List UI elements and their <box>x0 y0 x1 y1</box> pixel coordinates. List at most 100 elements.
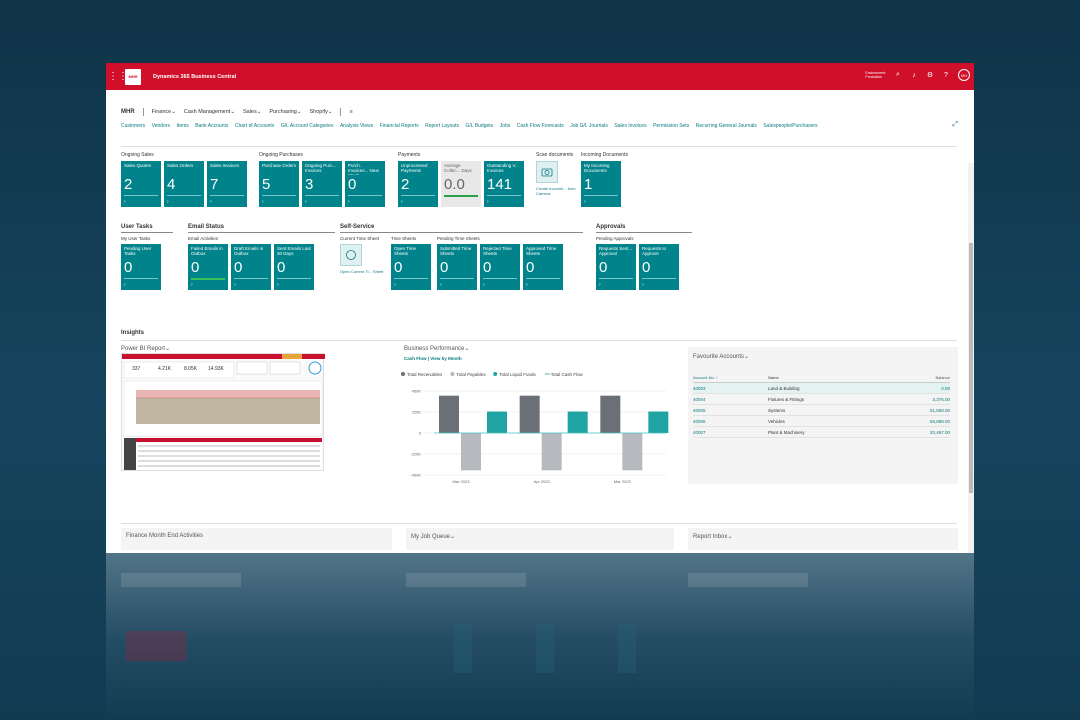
search-icon[interactable]: ⌕ <box>896 71 900 78</box>
tile-requests-to-approve[interactable]: Requests to Approve 0 › <box>639 244 679 290</box>
bar-liquid-funds <box>648 411 669 433</box>
legend-swatch <box>493 372 498 376</box>
hamburger-icon[interactable]: ≡ <box>349 109 353 115</box>
camera-button[interactable] <box>536 161 558 183</box>
account-no[interactable]: 40006 <box>693 418 706 424</box>
nav-link[interactable]: G/L Budgets <box>465 123 494 129</box>
tile-sent-emails[interactable]: Sent Emails Last 30 Days 0 › <box>274 244 314 290</box>
tile-sales-quotes[interactable]: Sales Quotes 2 › <box>121 161 161 207</box>
waffle-icon[interactable]: ⋮⋮ <box>108 71 128 82</box>
nav-link[interactable]: Vendors <box>151 123 171 129</box>
table-row[interactable]: 40003 Land & Building 0.00 <box>693 383 950 394</box>
nav-link[interactable]: Financial Reports <box>379 123 419 129</box>
table-row[interactable]: 40004 Fixtures & Fittings 3,375.00 <box>693 394 950 405</box>
account-balance[interactable]: 20,467.00 <box>929 429 950 435</box>
create-incoming-from-camera-link[interactable]: Create Incomin... from Camera <box>536 186 576 196</box>
nav-link[interactable]: Report Layouts <box>425 123 460 129</box>
bell-icon[interactable]: ♪ <box>912 71 916 79</box>
nav-link[interactable]: Customers <box>121 123 146 129</box>
favourite-accounts-title[interactable]: Favourite Accounts⌄ <box>693 354 750 360</box>
y-tick-label: 0 <box>419 431 422 436</box>
business-performance-title[interactable]: Business Performance⌄ <box>404 346 470 352</box>
tile-average-collection-days[interactable]: Average Collec... Days 0.0 <box>441 161 481 207</box>
col-balance[interactable]: Balance <box>935 375 950 380</box>
tile-pending-user-tasks[interactable]: Pending User Tasks 0 › <box>121 244 161 290</box>
menu-finance[interactable]: Finance⌄ <box>151 109 176 115</box>
tile-submitted-time-sheets[interactable]: Submitted Time Sheets 0 › <box>437 244 477 290</box>
bar-receivables <box>519 395 540 433</box>
tile-failed-emails[interactable]: Failed Emails in Outbox 0 › <box>188 244 228 290</box>
tile-outstanding-vendor-invoices[interactable]: Outstanding V... Invoices 141 › <box>484 161 524 207</box>
group-ongoing-sales: Ongoing Sales Sales Quotes 2 › Sales Order… <box>121 152 247 207</box>
menu-shopify[interactable]: Shopify⌄ <box>309 109 333 115</box>
bar-payables <box>622 433 643 471</box>
app-title: Dynamics 365 Business Central <box>153 73 237 80</box>
col-name[interactable]: Name <box>768 375 779 380</box>
nav-link[interactable]: Analysis Views <box>339 123 374 129</box>
gear-icon[interactable]: ⚙ <box>926 72 934 79</box>
tile-purchase-orders[interactable]: Purchase Orders 5 › <box>259 161 299 207</box>
kpi-3: 8.05K <box>184 366 198 372</box>
tile-unprocessed-payments[interactable]: Unprocessed Payments 2 › <box>398 161 438 207</box>
nav-link[interactable]: Cash Flow Forecasts <box>516 123 564 129</box>
business-performance-chart: Total Receivables Total Payables Total Liq… <box>401 372 669 484</box>
nav-link[interactable]: G/L Account Categories <box>280 123 334 129</box>
tile-requests-sent-for-approval[interactable]: Requests Sent... Approval 0 › <box>596 244 636 290</box>
col-account-no[interactable]: Account No. ↑ <box>693 375 718 380</box>
avatar[interactable]: MH <box>958 69 970 81</box>
account-name: Vehicles <box>768 418 785 424</box>
account-no[interactable]: 40003 <box>693 385 706 391</box>
account-no[interactable]: 40004 <box>693 396 706 402</box>
menu-sales[interactable]: Sales⌄ <box>242 109 262 115</box>
nav-link[interactable]: Sales Invoices <box>614 123 647 129</box>
table-row[interactable]: 40005 Systems 51,558.00 <box>693 405 950 416</box>
tile-open-time-sheets[interactable]: Open Time Sheets 0 › <box>391 244 431 290</box>
account-balance[interactable]: 0.00 <box>941 385 950 391</box>
table-row[interactable]: 40007 Plant & Machinery 20,467.00 <box>693 427 950 438</box>
power-bi-title[interactable]: Power BI Report⌄ <box>121 346 171 352</box>
menu-cash-management[interactable]: Cash Management⌄ <box>183 109 235 115</box>
nav-link[interactable]: Chart of Accounts <box>234 123 275 129</box>
tile-draft-emails[interactable]: Draft Emails in Outbox 0 › <box>231 244 271 290</box>
clock-icon <box>346 250 356 260</box>
camera-icon <box>541 168 553 177</box>
nav-link[interactable]: Items <box>176 123 189 129</box>
menu-purchasing[interactable]: Purchasing⌄ <box>269 109 302 115</box>
kpi-2: 4.21K <box>158 366 172 372</box>
account-no[interactable]: 40005 <box>693 407 706 413</box>
environment-label[interactable]: Environment: Production <box>865 71 886 79</box>
nav-link[interactable]: Salespeople/Purchasers <box>763 123 818 129</box>
favourite-accounts-part: Favourite Accounts⌄ Account No. ↑ Name B… <box>688 347 958 484</box>
tile-purch-invoices-next-week[interactable]: Purch. Invoices... Next Week0› <box>345 161 385 207</box>
table-row[interactable]: 40006 Vehicles 65,688.00 <box>693 416 950 427</box>
tile-ongoing-purchase-invoices[interactable]: Ongoing Purc... Invoices 3 › <box>302 161 342 207</box>
nav-link[interactable]: Job G/L Journals <box>570 123 608 129</box>
account-balance[interactable]: 65,688.00 <box>929 418 950 424</box>
open-time-sheet-button[interactable] <box>340 244 362 266</box>
expand-icon[interactable]: ⤢ <box>952 121 958 128</box>
kpi-1: 337 <box>132 366 141 372</box>
account-balance[interactable]: 51,558.00 <box>929 407 950 413</box>
tile-approved-time-sheets[interactable]: Approved Time Sheets 0 › <box>523 244 563 290</box>
account-name: Fixtures & Fittings <box>768 396 805 402</box>
nav-link[interactable]: Permission Sets <box>653 123 690 129</box>
open-current-time-sheet-link[interactable]: Open Current Ti... Sheet <box>340 269 384 274</box>
help-icon[interactable]: ? <box>944 71 948 79</box>
vertical-scrollbar[interactable] <box>968 163 974 553</box>
chart-subtitle[interactable]: Cash Flow | View by Month <box>404 356 462 361</box>
account-no[interactable]: 40007 <box>693 429 706 435</box>
power-bi-report[interactable]: 337 4.21K 8.05K 14.93K <box>121 353 325 471</box>
y-tick-label: 225K <box>412 410 422 415</box>
nav-link[interactable]: Bank Accounts <box>195 123 229 129</box>
account-balance[interactable]: 3,375.00 <box>932 396 950 402</box>
tile-rejected-time-sheets[interactable]: Rejected Time Sheets 0 › <box>480 244 520 290</box>
tile-sales-invoices[interactable]: Sales Invoices 7 › <box>207 161 247 207</box>
tile-my-incoming-documents[interactable]: My Incoming Documents 1 › <box>581 161 621 207</box>
tile-sales-orders[interactable]: Sales Orders 4 › <box>164 161 204 207</box>
reflection <box>106 553 974 720</box>
navigation-menu: MHR Finance⌄ Cash Management⌄ Sales⌄ Pur… <box>121 108 353 116</box>
bar-payables <box>461 433 481 471</box>
nav-link[interactable]: Recurring General Journals <box>695 123 757 129</box>
company-name[interactable]: MHR <box>121 109 135 115</box>
nav-link[interactable]: Jobs <box>499 123 511 129</box>
